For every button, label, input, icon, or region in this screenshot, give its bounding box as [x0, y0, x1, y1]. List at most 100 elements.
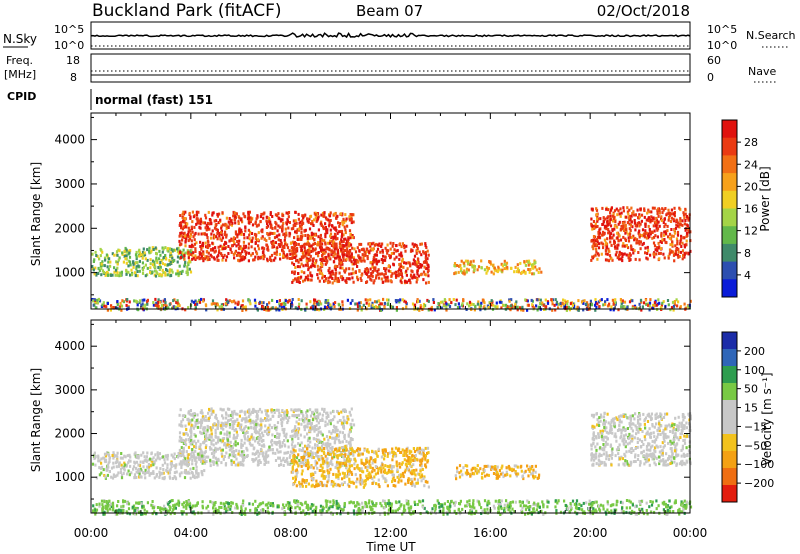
data-cell	[360, 242, 363, 246]
data-cell	[319, 248, 323, 252]
data-cell	[632, 248, 635, 252]
data-cell	[214, 302, 217, 306]
data-cell	[256, 512, 259, 516]
data-cell	[131, 505, 134, 509]
data-cell	[503, 259, 506, 263]
data-cell	[398, 500, 401, 504]
data-cell	[630, 247, 633, 251]
data-cell	[275, 250, 278, 254]
data-cell	[260, 444, 263, 448]
data-cell	[146, 248, 149, 252]
data-cell	[410, 273, 413, 277]
data-cell	[677, 255, 680, 259]
data-cell	[535, 268, 538, 272]
data-cell	[348, 244, 351, 248]
data-cell	[442, 512, 445, 516]
data-cell	[315, 300, 318, 304]
data-cell	[596, 217, 599, 221]
data-cell	[436, 305, 439, 309]
data-cell	[100, 262, 103, 266]
data-cell	[425, 259, 428, 263]
data-cell	[230, 250, 233, 254]
data-cell	[257, 231, 260, 235]
data-cell	[596, 238, 599, 241]
data-cell	[196, 472, 200, 476]
data-cell	[225, 216, 228, 220]
data-cell	[526, 499, 529, 503]
data-cell	[123, 461, 126, 465]
data-cell	[127, 259, 130, 263]
data-cell	[206, 236, 209, 239]
data-cell	[191, 412, 194, 416]
data-cell	[416, 249, 419, 253]
data-cell	[686, 233, 689, 237]
data-cell	[306, 233, 310, 237]
data-cell	[225, 255, 229, 259]
data-cell	[643, 207, 646, 211]
data-cell	[666, 229, 669, 233]
data-cell	[146, 273, 149, 277]
data-cell	[203, 461, 207, 465]
data-cell	[654, 248, 657, 252]
data-cell	[280, 303, 283, 306]
data-cell	[125, 303, 128, 307]
data-cell	[597, 300, 600, 304]
data-cell	[625, 230, 628, 234]
data-cell	[453, 503, 456, 507]
data-cell	[506, 502, 509, 506]
data-cell	[298, 265, 302, 269]
data-cell	[283, 305, 286, 309]
data-cell	[488, 260, 491, 264]
data-cell	[117, 463, 121, 467]
data-cell	[593, 224, 596, 228]
data-cell	[375, 274, 378, 278]
data-cell	[150, 463, 153, 467]
data-cell	[182, 252, 185, 256]
data-cell	[292, 263, 296, 266]
data-cell	[371, 500, 374, 504]
data-cell	[188, 267, 191, 271]
data-cell	[313, 248, 316, 252]
data-cell	[108, 457, 111, 461]
data-cell	[652, 224, 655, 228]
data-cell	[117, 500, 120, 503]
data-cell	[343, 221, 346, 225]
data-cell	[210, 302, 213, 306]
data-cell	[134, 274, 137, 278]
data-cell	[178, 264, 181, 268]
data-cell	[622, 235, 625, 239]
data-cell	[662, 252, 665, 256]
data-cell	[430, 305, 433, 309]
data-cell	[676, 219, 679, 223]
data-cell	[461, 302, 464, 306]
data-cell	[464, 259, 468, 263]
data-cell	[514, 265, 517, 269]
data-cell	[286, 300, 289, 304]
data-cell	[268, 301, 271, 305]
data-cell	[479, 304, 482, 308]
data-cell	[137, 308, 140, 312]
data-cell	[118, 274, 121, 278]
data-cell	[187, 500, 190, 504]
data-cell	[200, 470, 203, 474]
data-cell	[282, 503, 285, 507]
data-cell	[134, 261, 138, 265]
data-cell	[191, 472, 194, 476]
data-cell	[139, 467, 142, 471]
data-cell	[107, 260, 110, 264]
data-cell	[179, 242, 182, 246]
data-cell	[218, 249, 221, 253]
data-cell	[243, 256, 247, 259]
data-cell	[205, 223, 208, 227]
data-cell	[436, 499, 439, 503]
data-cell	[328, 214, 331, 218]
data-cell	[411, 270, 414, 274]
data-cell	[172, 299, 175, 303]
data-cell	[253, 258, 256, 262]
data-cell	[329, 211, 332, 215]
data-cell	[135, 501, 138, 505]
data-cell	[660, 215, 663, 219]
data-cell	[683, 222, 686, 226]
data-cell	[647, 216, 650, 220]
data-cell	[247, 259, 250, 263]
